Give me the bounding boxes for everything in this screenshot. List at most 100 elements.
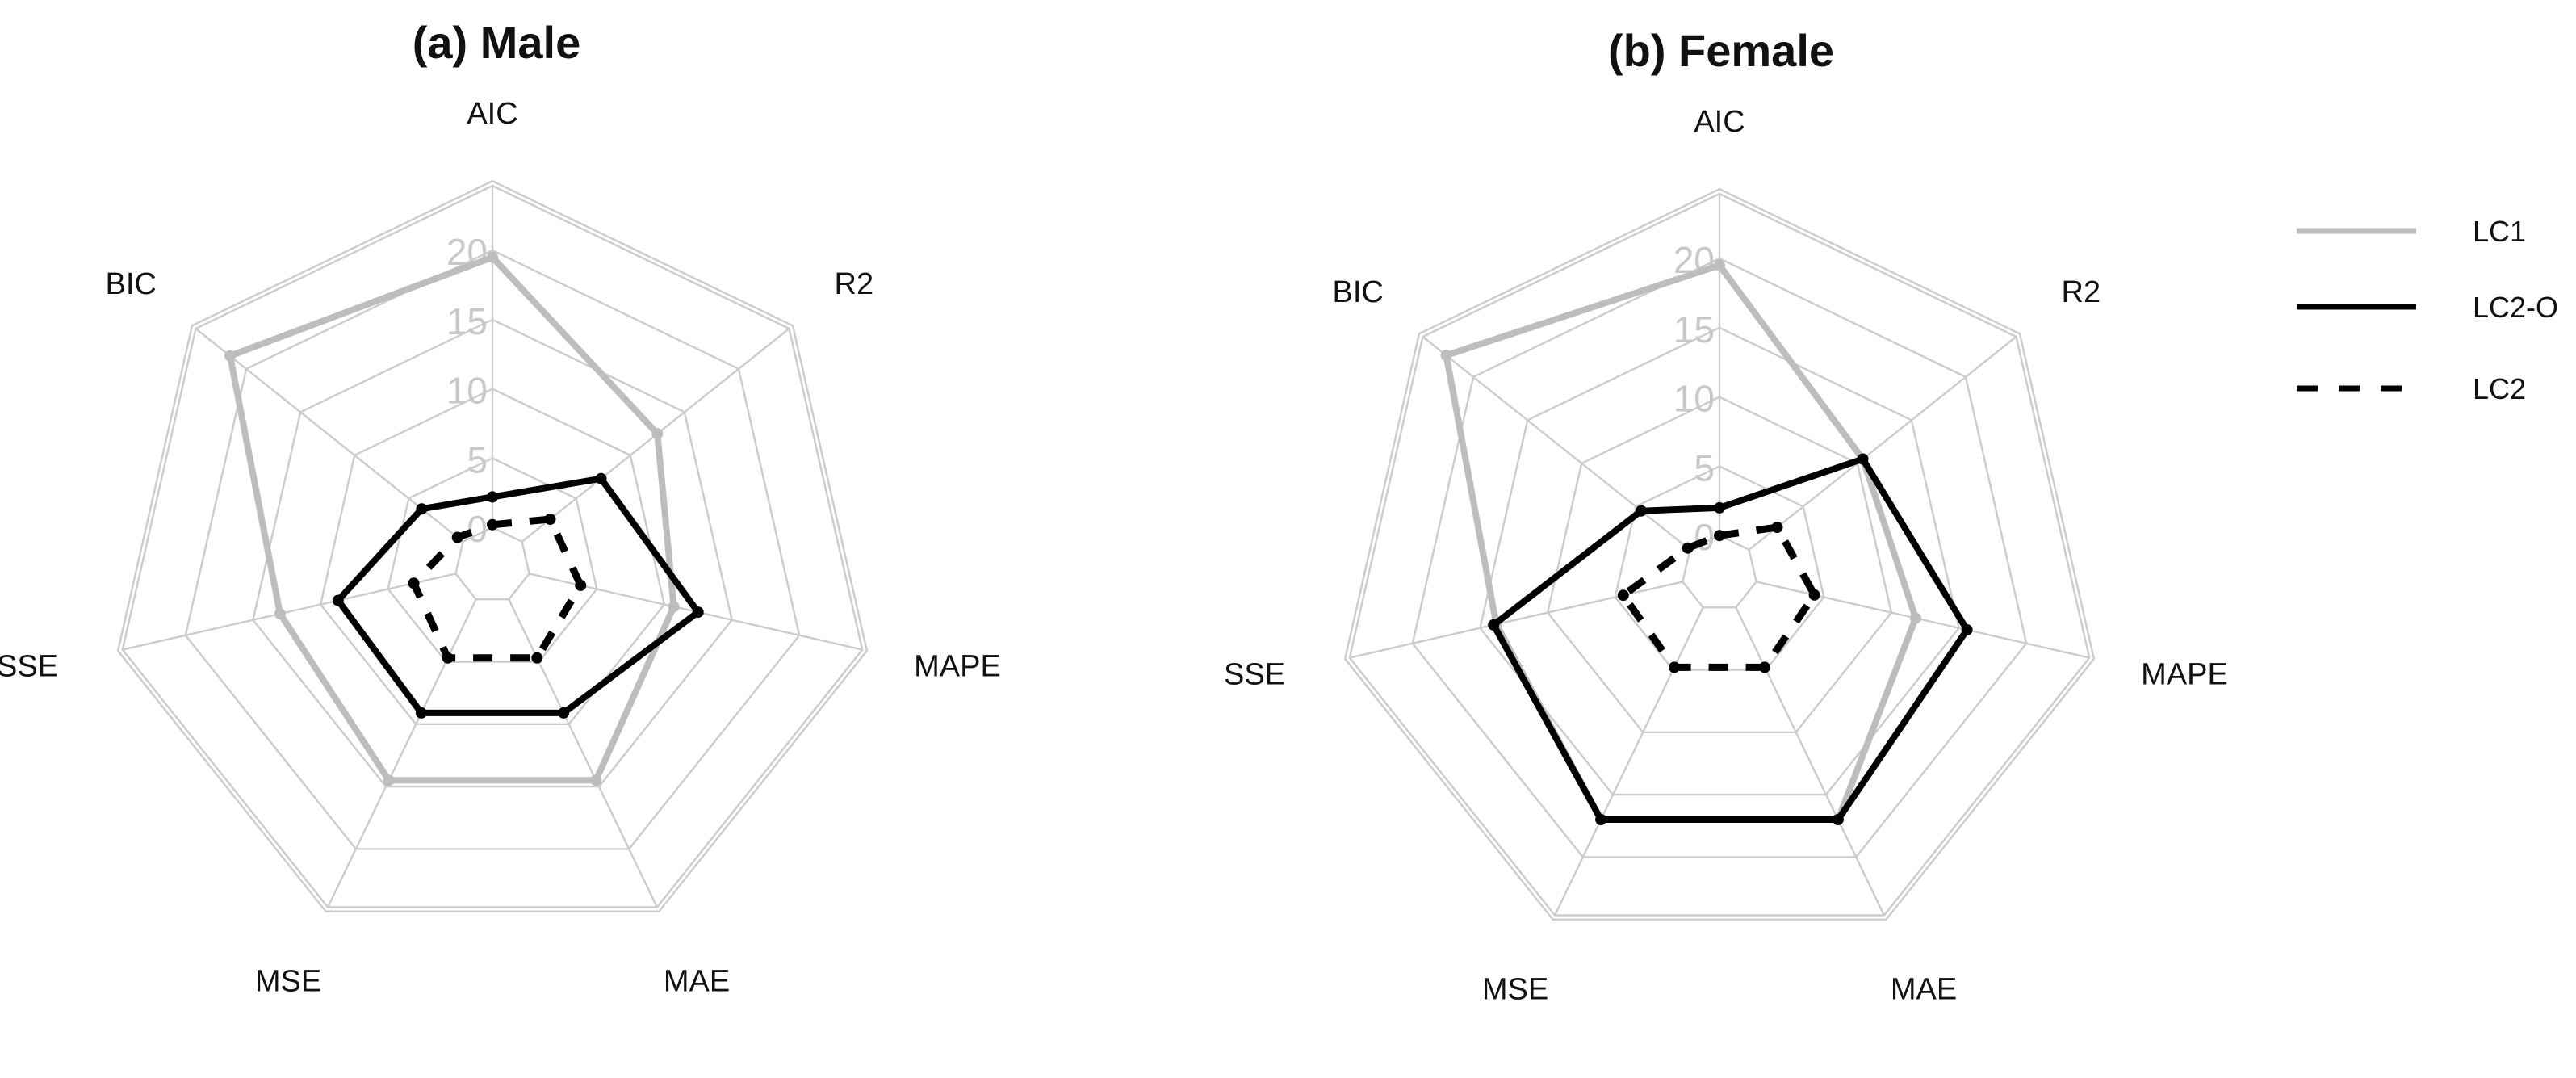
grid-ring-0-male xyxy=(454,526,530,601)
point-lc1-r2-male xyxy=(651,428,664,440)
grid-ring-10-female xyxy=(1546,396,1893,733)
grid-ring-0-female xyxy=(1682,534,1757,609)
point-lc1-bic-male xyxy=(224,350,236,362)
point-lc2-o-mse-male xyxy=(415,707,427,719)
chart-title-female: (b) Female xyxy=(1608,25,1834,76)
point-lc2-o-sse-female xyxy=(1488,619,1500,631)
point-lc2-o-r2-female xyxy=(1857,453,1869,465)
legend-label-lc1: LC1 xyxy=(2473,215,2526,248)
axis-label-aic-female: AIC xyxy=(1694,105,1745,139)
spoke-mae-male xyxy=(508,598,658,908)
point-lc2-sse-male xyxy=(408,577,420,589)
point-lc2-o-mape-female xyxy=(1961,624,1973,635)
point-lc2-o-bic-male xyxy=(416,503,428,515)
axis-label-sse-male: SSE xyxy=(0,650,58,684)
radar-axis-labels-male: AIC R2 MAPE MAE MSE SSE BIC xyxy=(0,97,1001,999)
grid-ring-15-male xyxy=(252,318,733,788)
tick-label-5-male: 5 xyxy=(467,438,488,480)
legend-item-lc1: LC1 xyxy=(2297,215,2526,248)
point-lc2-bic-female xyxy=(1682,542,1694,554)
axis-label-sse-female: SSE xyxy=(1224,658,1285,692)
axis-label-mape-male: MAPE xyxy=(914,650,1001,684)
tick-label-0-female: 0 xyxy=(1694,516,1715,558)
spoke-sse-male xyxy=(122,573,456,651)
legend-label-lc2: LC2 xyxy=(2473,372,2526,405)
radar-grid-male xyxy=(116,179,869,912)
point-lc1-aic-female xyxy=(1714,259,1725,271)
grid-ring-25-female xyxy=(1343,187,2096,921)
legend-label-lc2-o: LC2-O xyxy=(2473,291,2558,324)
point-lc2-mae-male xyxy=(531,652,543,664)
series-lc2-male xyxy=(410,515,584,662)
chart-title-male: (a) Male xyxy=(413,17,581,68)
axis-label-aic-male: AIC xyxy=(467,97,517,131)
grid-ring-outer-female xyxy=(1348,192,2091,917)
legend-item-lc2-o: LC2-O xyxy=(2297,291,2558,324)
point-lc2-mse-male xyxy=(442,652,454,664)
spoke-mse-male xyxy=(327,598,477,908)
point-lc2-mape-male xyxy=(575,579,587,591)
point-lc2-o-bic-female xyxy=(1636,505,1647,517)
axis-label-bic-male: BIC xyxy=(106,267,157,301)
point-lc2-r2-male xyxy=(544,514,556,525)
point-lc2-o-aic-female xyxy=(1714,501,1725,514)
radar-grid-female xyxy=(1343,187,2096,921)
tick-label-0-male: 0 xyxy=(467,508,488,550)
spoke-mse-female xyxy=(1554,606,1704,917)
point-lc1-mape-female xyxy=(1910,612,1921,624)
grid-ring-20-female xyxy=(1411,257,2028,858)
point-lc2-o-mse-female xyxy=(1595,814,1607,825)
point-lc2-o-mae-female xyxy=(1832,814,1844,825)
radar-series-female xyxy=(1440,259,1973,825)
point-lc2-o-mape-male xyxy=(692,606,704,619)
point-lc1-sse-male xyxy=(274,608,286,620)
axis-label-mse-female: MSE xyxy=(1482,973,1548,1007)
axis-label-mae-male: MAE xyxy=(664,965,730,999)
point-lc1-mape-male xyxy=(668,601,680,613)
tick-label-10-male: 10 xyxy=(446,370,488,412)
point-lc2-aic-male xyxy=(487,518,498,531)
point-lc2-mse-female xyxy=(1669,661,1680,673)
tick-label-5-female: 5 xyxy=(1694,447,1715,489)
point-lc2-o-mae-male xyxy=(558,707,570,719)
grid-ring-outer-male xyxy=(121,184,864,908)
radar-series-male xyxy=(224,251,704,786)
grid-ring-25-male xyxy=(116,179,869,912)
spoke-mae-female xyxy=(1735,606,1885,917)
grid-ring-20-male xyxy=(184,249,801,850)
point-lc1-mae-male xyxy=(590,774,602,786)
point-lc2-aic-female xyxy=(1714,530,1725,542)
tick-label-15-male: 15 xyxy=(446,300,488,342)
point-lc2-o-aic-male xyxy=(487,491,498,503)
point-lc2-bic-male xyxy=(451,531,463,543)
axis-label-mape-female: MAPE xyxy=(2141,658,2228,692)
point-lc1-bic-female xyxy=(1440,350,1452,362)
axis-label-r2-female: R2 xyxy=(2062,275,2101,309)
point-lc2-o-r2-male xyxy=(595,472,607,484)
radar-axis-labels-female: AIC R2 MAPE MAE MSE SSE BIC xyxy=(1224,105,2228,1007)
grid-ring-10-male xyxy=(319,388,666,725)
axis-label-bic-female: BIC xyxy=(1333,275,1384,309)
axis-label-mse-male: MSE xyxy=(255,965,321,999)
tick-label-10-female: 10 xyxy=(1673,378,1715,420)
spoke-r2-female xyxy=(1748,336,2017,551)
tick-label-15-female: 15 xyxy=(1673,308,1715,350)
series-lc2-female xyxy=(1619,523,1819,671)
legend-item-lc2: LC2 xyxy=(2297,372,2526,405)
point-lc1-mse-male xyxy=(383,774,395,786)
point-lc2-mape-female xyxy=(1808,589,1820,601)
point-lc2-sse-female xyxy=(1617,589,1629,602)
point-lc1-aic-male xyxy=(487,251,498,263)
axis-label-mae-female: MAE xyxy=(1891,973,1957,1007)
legend: LC1 LC2-O LC2 xyxy=(2297,215,2558,405)
grid-ring-5-male xyxy=(387,457,598,663)
point-lc2-mae-female xyxy=(1759,661,1770,673)
point-lc2-r2-female xyxy=(1771,522,1783,533)
series-lc2-o-male xyxy=(334,475,702,716)
series-lc1-male xyxy=(227,254,677,784)
